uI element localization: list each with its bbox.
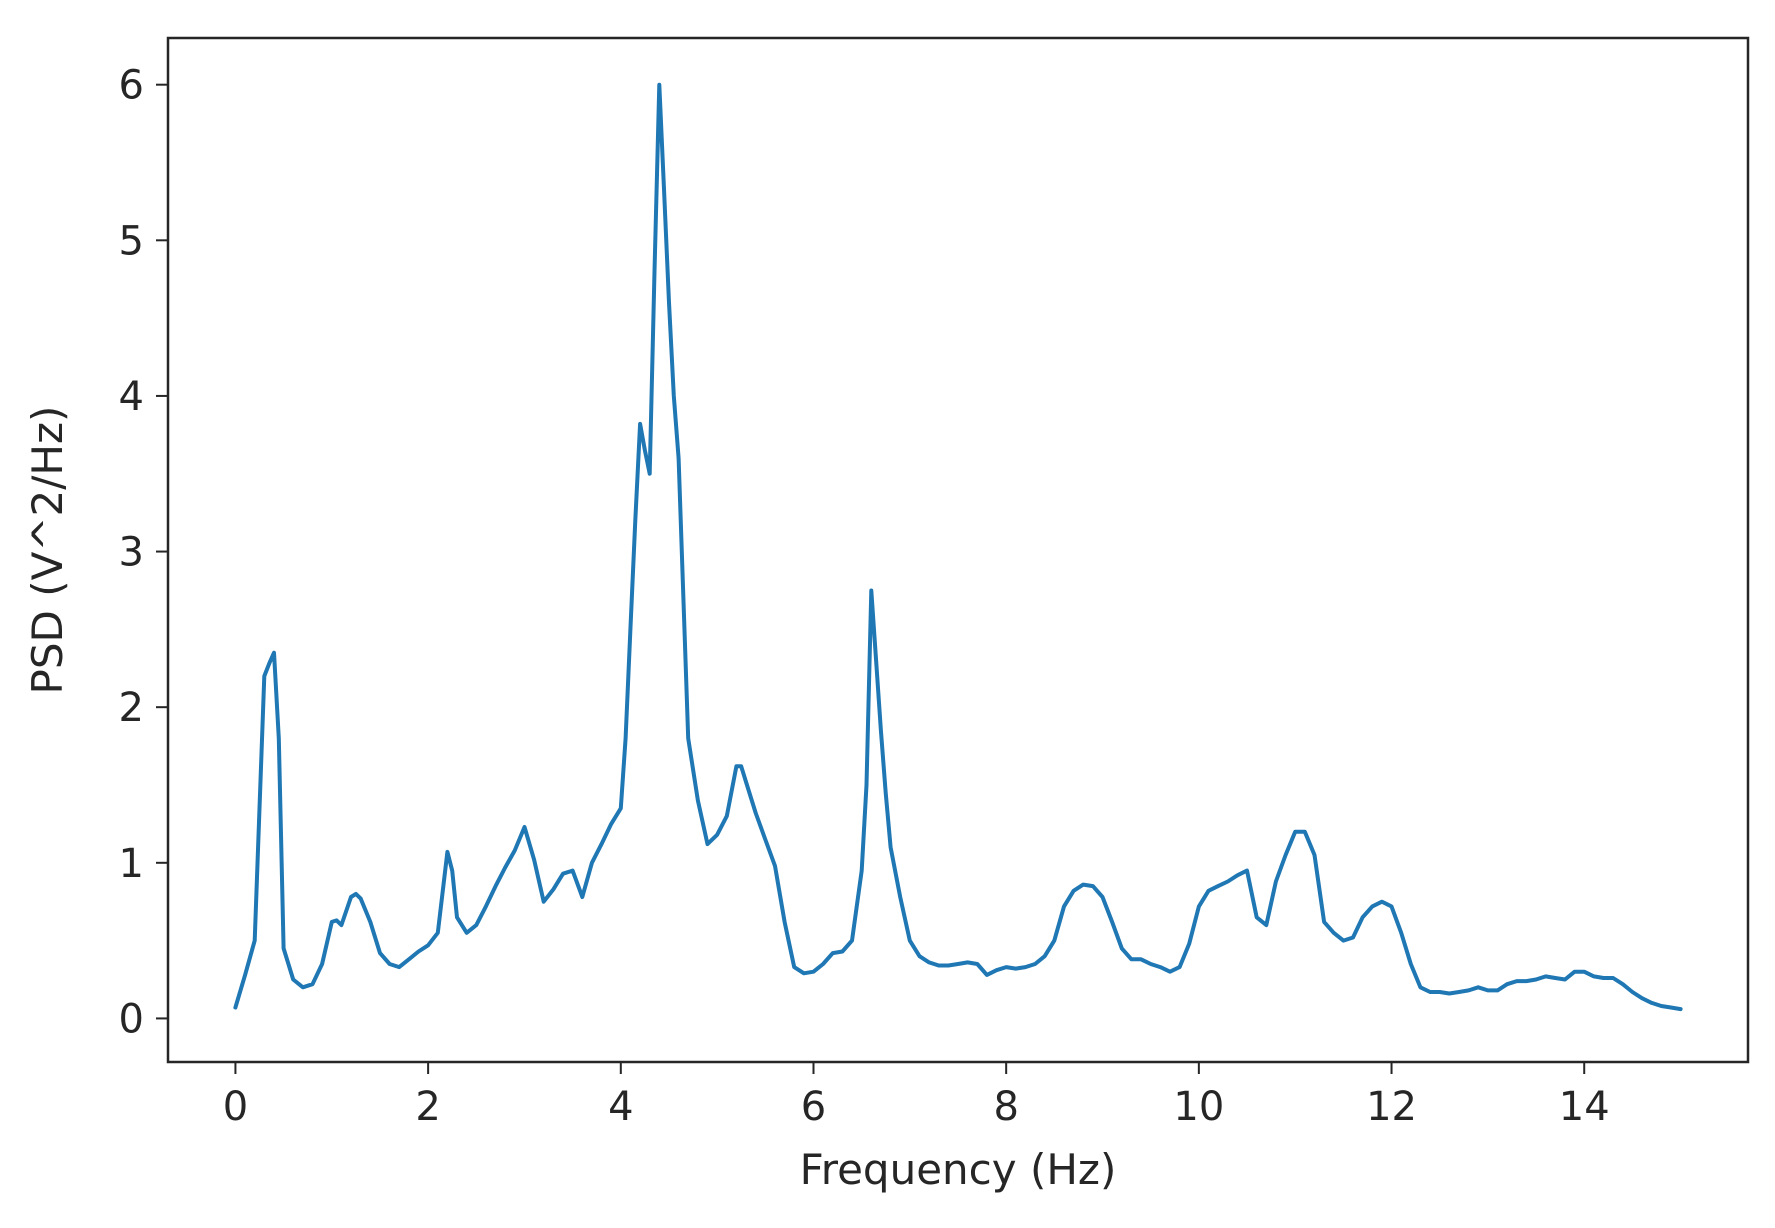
x-tick-label: 8 [993, 1084, 1018, 1130]
x-tick-label: 10 [1173, 1084, 1224, 1130]
plot-frame [166, 36, 1750, 1064]
y-axis-label: PSD (V^2/Hz) [23, 406, 72, 695]
y-tick-label: 5 [119, 218, 144, 264]
y-tick-label: 3 [119, 530, 144, 576]
y-tick-label: 0 [119, 996, 144, 1042]
y-tick-label: 1 [119, 841, 144, 887]
psd-series-line [233, 82, 1683, 1012]
x-tick-label: 12 [1366, 1084, 1417, 1130]
y-tick-label: 2 [119, 685, 144, 731]
series-layer [233, 82, 1683, 1012]
x-tick-label: 2 [415, 1084, 440, 1130]
y-tick-label: 4 [119, 374, 144, 420]
y-tick-label: 6 [119, 63, 144, 109]
x-tick-label: 0 [223, 1084, 248, 1130]
x-tick-label: 4 [608, 1084, 633, 1130]
x-tick-label: 6 [801, 1084, 826, 1130]
x-tick-label: 14 [1559, 1084, 1610, 1130]
x-axis-label: Frequency (Hz) [800, 1145, 1117, 1194]
